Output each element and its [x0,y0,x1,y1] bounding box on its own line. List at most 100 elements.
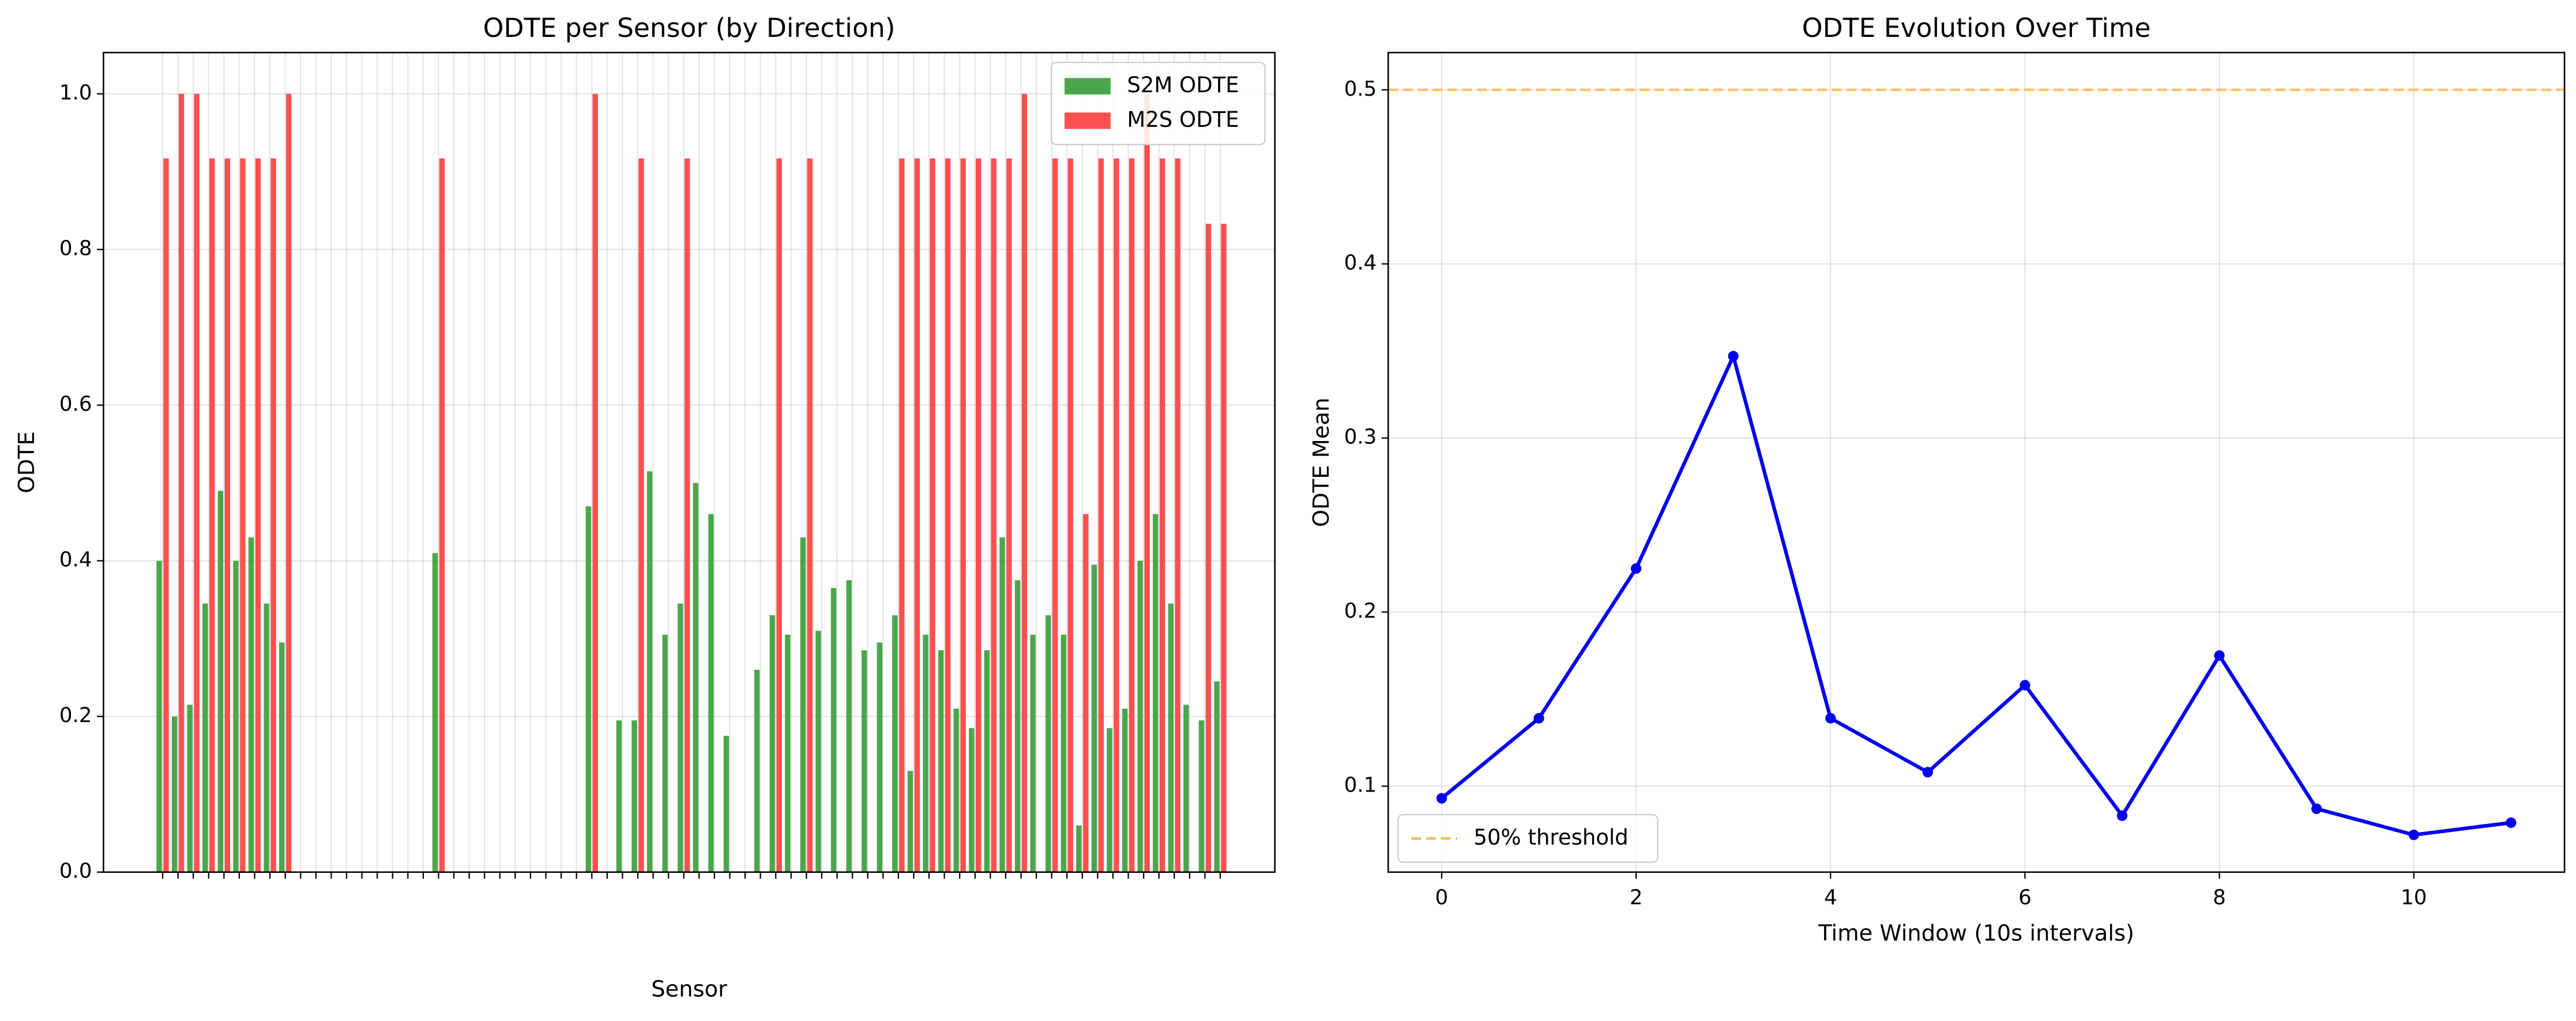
bar [899,158,905,872]
bar [1021,93,1028,872]
bar [1107,728,1112,872]
bar [285,93,292,872]
bar [217,491,224,872]
y-tick-label: 0.2 [1344,600,1377,623]
bar [930,158,935,872]
bar [1122,709,1128,872]
bar [240,158,246,872]
legend-swatch [1065,112,1111,129]
bar [248,537,254,872]
chart-title: ODTE Evolution Over Time [1802,13,2151,43]
bar [776,158,782,872]
bar [945,158,951,872]
bar [1153,514,1159,872]
bar [171,716,178,872]
point [2311,803,2322,814]
bar [1014,580,1021,872]
legend-label: S2M ODTE [1127,73,1239,97]
bar [953,709,959,872]
point [1436,793,1447,804]
bar [830,587,837,872]
bar [1061,634,1066,872]
x-tick-label: 6 [2018,886,2032,909]
bar [754,669,760,872]
y-tick-label: 1.0 [59,81,92,105]
bar [877,642,883,872]
y-axis-label: ODTE Mean [1308,398,1334,528]
bar [1114,158,1119,872]
x-axis-label: Sensor [651,976,727,1002]
bar [255,158,261,872]
y-tick-label: 0.5 [1344,77,1377,101]
bar [984,650,990,872]
bar [693,483,699,872]
bar [1221,224,1227,872]
plot-frame [1387,51,2566,873]
bar [194,93,200,872]
bar [187,704,193,872]
point [2506,817,2517,828]
bar [1129,158,1135,872]
bar [1137,560,1143,872]
bar [969,728,975,872]
bar [202,603,208,872]
x-tick-label: 0 [1435,886,1449,909]
bar [631,720,637,872]
bar [1083,514,1089,872]
legend-box [1397,813,1659,863]
bar [785,634,791,872]
bar [585,506,591,872]
bar [1183,704,1189,872]
point [2116,810,2128,822]
bar [938,650,944,872]
bar [163,158,169,872]
legend-swatch [1065,78,1111,95]
bar [685,158,690,872]
bar [432,553,438,872]
bar [178,93,185,872]
y-tick-label: 0.6 [59,393,92,416]
y-tick-label: 0.2 [59,704,92,728]
x-tick-label: 8 [2213,886,2226,909]
bar [800,537,806,872]
bar [156,560,162,872]
bar [723,736,729,872]
point [1728,351,1739,361]
point [1825,713,1836,724]
point [1631,563,1642,574]
bar [1045,615,1051,872]
bar [224,158,231,872]
bar [1091,564,1097,872]
bar [923,634,928,872]
bar [1098,158,1104,872]
bar [1006,158,1012,872]
bar [209,158,215,872]
x-tick-label: 2 [1630,886,1643,909]
bar [638,158,644,872]
bar [1076,825,1082,872]
point [2020,680,2030,691]
bar [862,650,867,872]
bar [678,603,683,872]
bar [1198,720,1205,872]
bar [846,580,852,872]
bar [960,158,966,872]
bar [991,158,997,872]
subplot: ODTE Evolution Over Time Time Window (10s… [1308,13,2566,947]
bar [592,93,598,872]
point [2408,830,2419,841]
x-axis-label: Time Window (10s intervals) [1818,921,2134,947]
bar [1144,93,1150,872]
y-axis-label: ODTE [14,431,40,493]
bar [233,560,239,872]
legend: 50% threshold [1397,813,1659,863]
point [1922,767,1933,778]
y-tick-label: 0.3 [1344,425,1377,449]
bar [439,158,445,872]
legend: S2M ODTE M2S ODTE [1051,62,1266,145]
bar [892,615,898,872]
chart-title: ODTE per Sensor (by Direction) [483,13,896,43]
bar [976,158,981,872]
